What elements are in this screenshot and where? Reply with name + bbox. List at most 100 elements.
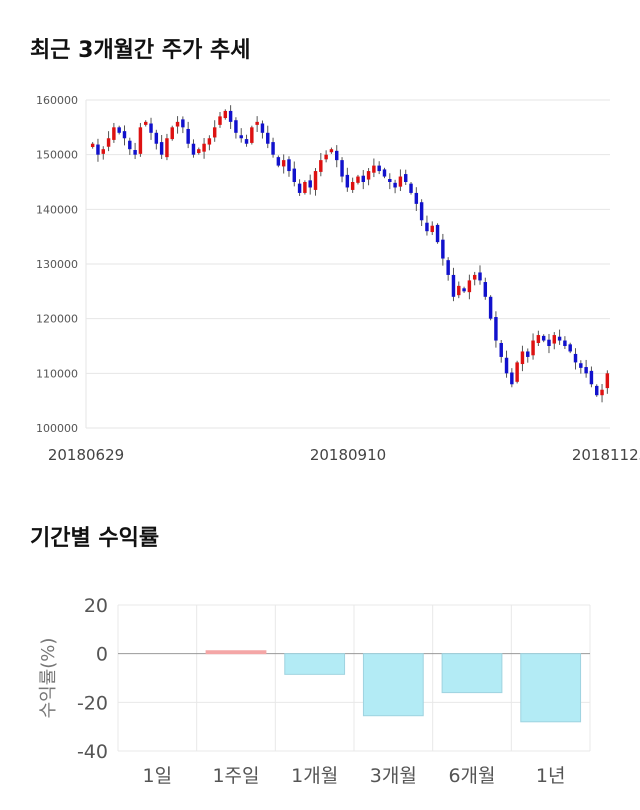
candle-body [244, 139, 249, 144]
candle-body [457, 285, 461, 296]
candle-body [292, 168, 297, 182]
candle-body [393, 182, 397, 188]
candle-body [425, 222, 429, 232]
candle-body [403, 174, 408, 182]
candle-body [223, 110, 228, 119]
candle-body [451, 274, 456, 297]
candle-body [409, 183, 413, 193]
candle-body [324, 154, 328, 160]
candle-body [488, 296, 493, 319]
candle-body [499, 342, 503, 357]
y-axis-label: 수익률(%) [38, 638, 59, 719]
candle-body [568, 344, 572, 352]
candle-body [536, 335, 541, 343]
candle-body [133, 150, 137, 155]
candle-body [266, 132, 270, 144]
x-tick-label: 20180910 [310, 446, 386, 464]
candle-body [234, 120, 238, 133]
candle-body [531, 340, 535, 356]
candle-body [419, 202, 424, 221]
y-tick-label: -40 [77, 741, 108, 763]
candle-body [435, 224, 440, 243]
x-category-label: 1개월 [291, 765, 338, 787]
candle-body [303, 182, 307, 193]
candle-body [526, 351, 530, 357]
candle-body [101, 149, 105, 154]
candle-body [191, 143, 196, 155]
candle-body [165, 138, 169, 158]
y-tick-label: 120000 [36, 313, 78, 326]
candle-body [563, 340, 567, 346]
candle-body [350, 182, 355, 190]
candle-body [128, 140, 132, 150]
candle-body [313, 171, 318, 190]
y-tick-label: 130000 [36, 258, 78, 271]
candle-body [255, 121, 259, 125]
candle-body [329, 149, 334, 153]
candle-body [446, 260, 450, 275]
candle-body [398, 176, 403, 187]
candle-body [297, 183, 302, 193]
candle-body [510, 372, 514, 385]
candle-body [138, 127, 143, 154]
candle-body [388, 178, 392, 182]
x-tick-label: 20181123 [572, 446, 640, 464]
candle-body [186, 128, 190, 144]
y-tick-label: 20 [84, 595, 108, 617]
candle-body [149, 123, 153, 133]
candle-body [472, 274, 477, 280]
candle-body [154, 132, 159, 144]
candle-body [218, 116, 222, 125]
return-bar [441, 653, 503, 694]
candle-body [552, 335, 557, 344]
candle-body [96, 144, 100, 155]
return-bar [284, 653, 346, 675]
x-category-label: 1주일 [212, 765, 259, 787]
candle-body [494, 317, 498, 341]
candle-body [541, 335, 546, 341]
return-bar [205, 650, 267, 655]
stock-trend-title: 최근 3개월간 주가 추세 [30, 38, 251, 63]
y-tick-label: -20 [77, 692, 108, 714]
candle-body [478, 272, 482, 281]
y-tick-label: 150000 [36, 149, 78, 162]
candle-body [372, 165, 376, 173]
candle-body [170, 127, 174, 140]
candle-body [414, 192, 419, 204]
x-tick-label: 20180629 [48, 446, 124, 464]
candle-body [271, 142, 275, 155]
candle-body [467, 280, 472, 293]
candle-body [595, 385, 599, 396]
x-category-label: 6개월 [448, 765, 495, 787]
candle-body [345, 174, 350, 188]
x-category-label: 1일 [143, 765, 173, 787]
candle-body [319, 160, 323, 172]
candle-body [260, 123, 265, 133]
candle-body [276, 157, 281, 166]
candle-body [377, 165, 381, 172]
candle-body [175, 121, 180, 127]
candle-body [207, 138, 212, 145]
candle-body [557, 336, 562, 341]
candle-body [202, 143, 206, 152]
candle-body [515, 362, 519, 382]
candle-body [483, 282, 488, 297]
candle-body [228, 110, 233, 122]
candle-body [366, 171, 371, 180]
y-tick-label: 110000 [36, 367, 78, 380]
candle-body [584, 367, 588, 374]
candle-body [547, 339, 551, 346]
candle-body [159, 142, 164, 155]
candle-body [335, 150, 339, 161]
candle-body [197, 149, 201, 154]
stock-candlestick-chart: 160000 150000 140000 130000 120000 110000 1000… [36, 94, 640, 464]
y-tick-label: 0 [96, 644, 108, 666]
candle-body [605, 373, 610, 389]
candle-body [600, 389, 604, 396]
candle-body [106, 138, 111, 147]
x-category-label: 1년 [536, 765, 566, 787]
candle-body [212, 127, 217, 138]
return-bar [362, 653, 424, 717]
candle-body [520, 351, 525, 365]
